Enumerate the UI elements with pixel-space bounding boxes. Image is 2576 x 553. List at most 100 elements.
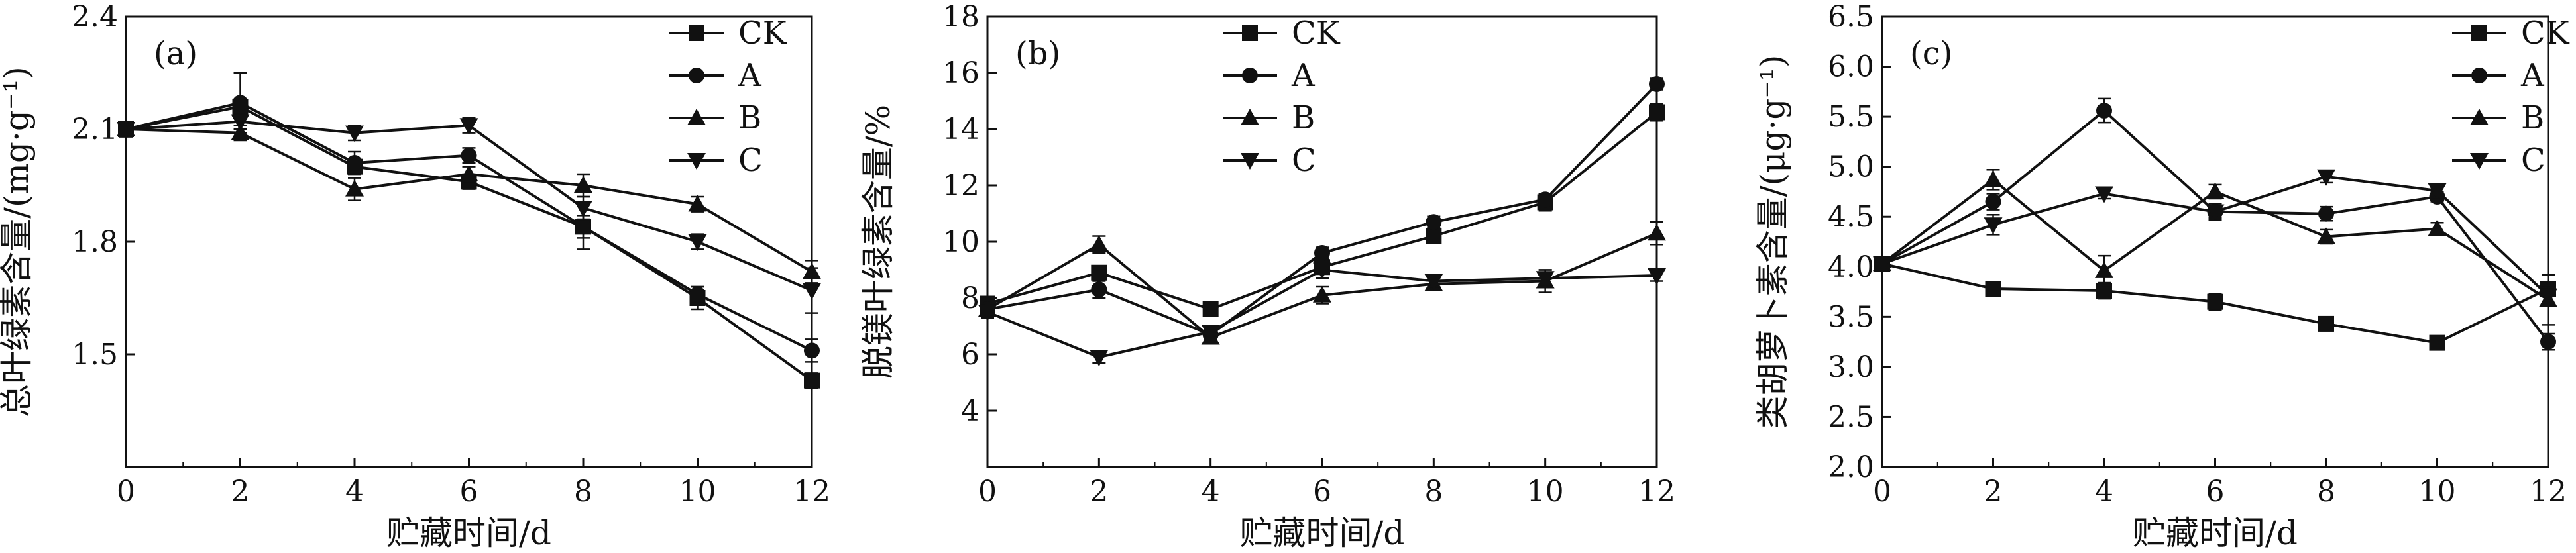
data-point [1424,274,1443,291]
data-point [2429,334,2445,351]
data-point [345,179,364,197]
legend-marker [687,153,706,170]
x-tick-label: 8 [1424,475,1443,509]
data-point [688,234,707,251]
data-point [804,342,820,359]
y-tick-label: 2.1 [72,113,118,146]
chart-panel-a: 0 2 4 6 8 10 12 1.5 1.8 2.1 2.4 贮藏时间/d 总叶绿素含量/(mg·g⁻… [0,0,830,552]
plot-frame [1881,15,2549,468]
y-tick-label: 6.0 [1828,50,1874,84]
y-tick-label: 1.5 [72,338,118,372]
x-tick-label: 4 [345,475,364,509]
x-tick-label: 2 [1090,475,1108,509]
series-c [978,260,1666,367]
x-tick-label: 10 [1527,475,1564,509]
y-tick-label: 1.8 [72,225,118,259]
x-axis-title: 贮藏时间/d [2133,514,2298,552]
series-a [1874,97,2556,351]
data-point [2317,227,2335,244]
legend-label: A [738,57,762,94]
panel-label: (a) [154,35,197,72]
legend-marker [689,68,704,83]
y-tick-label: 4.0 [1828,250,1874,284]
series-c [117,113,821,314]
series-line [987,268,1657,359]
data-point [345,125,364,142]
data-point [2539,288,2557,305]
data-point [1985,281,2001,297]
x-tick-label: 10 [2419,475,2456,509]
legend-marker [1241,153,1259,170]
x-tick-label: 0 [1873,475,1891,509]
x-tick-label: 0 [117,475,135,509]
data-point [1873,256,1891,274]
legend-label: B [2521,99,2544,136]
data-point [117,122,135,138]
y-tick-label: 2.5 [1828,400,1874,434]
legend-label: B [738,99,761,136]
data-point [1202,301,1219,317]
data-point [688,195,707,212]
data-point [2206,204,2225,221]
legend-marker [1242,25,1258,41]
data-point [804,372,820,389]
series-line [987,111,1658,311]
panel-label: (b) [1015,35,1060,72]
data-point [1648,224,1666,241]
data-point [347,155,363,171]
data-point [459,118,478,135]
data-point [574,201,592,217]
data-point [1314,245,1330,261]
legend-label: A [1291,57,1316,94]
x-tick-label: 2 [1984,475,2003,509]
data-point [575,219,591,235]
data-point [1426,214,1442,230]
data-point [2206,182,2225,199]
data-point [1091,264,1107,281]
x-tick-label: 12 [793,475,830,509]
data-point [232,95,249,111]
data-point [2095,261,2113,278]
data-point [1648,268,1666,285]
data-point [1984,170,2003,187]
data-point [461,147,477,164]
legend-label: C [2521,142,2546,179]
y-tick-label: 12 [942,169,980,203]
data-point [2428,183,2447,200]
series-b [117,120,821,284]
plot-frame [986,15,1658,468]
legend-label: A [2520,57,2545,94]
chart-panel-b: 0 2 4 6 8 10 12 4 6 8 10 12 14 16 18 贮藏时间/d 脱镁叶绿素含量/% (b)… [859,0,1675,552]
y-axis-title: 总叶绿素含量/(mg·g⁻¹) [0,66,36,417]
legend-marker [2470,109,2489,125]
data-point [459,165,478,181]
data-point [803,283,821,300]
data-point [231,114,250,131]
series-a [118,72,820,363]
data-point [1201,325,1220,341]
y-tick-label: 4.5 [1828,200,1874,234]
chart-panel-c: 0 2 4 6 8 10 12 2.0 2.5 3.0 3.5 4.0 4.5 5.0 5.5 6.0 6.5 贮… [1754,0,2570,552]
legend-marker [689,25,704,41]
panel-label: (c) [1910,35,1952,72]
data-point [2317,169,2335,186]
y-tick-label: 16 [942,56,980,90]
y-axis-title: 类胡萝卜素含量/(μg·g⁻¹) [1754,55,1792,429]
data-point [2318,315,2334,332]
y-tick-label: 5.0 [1828,150,1874,184]
y-tick-label: 14 [942,113,980,146]
data-point [2096,103,2112,119]
x-tick-label: 8 [574,475,592,509]
x-tick-label: 4 [1202,475,1220,509]
data-point [1649,76,1665,92]
x-tick-label: 12 [2530,475,2567,509]
legend-marker [2470,153,2489,170]
data-point [2540,334,2556,350]
y-tick-label: 6 [961,338,980,372]
y-tick-label: 2.0 [1828,450,1874,484]
data-point [1984,217,2003,234]
data-point [689,286,706,303]
series-ck [980,103,1665,317]
data-point [1426,228,1442,244]
data-point [1090,350,1109,367]
